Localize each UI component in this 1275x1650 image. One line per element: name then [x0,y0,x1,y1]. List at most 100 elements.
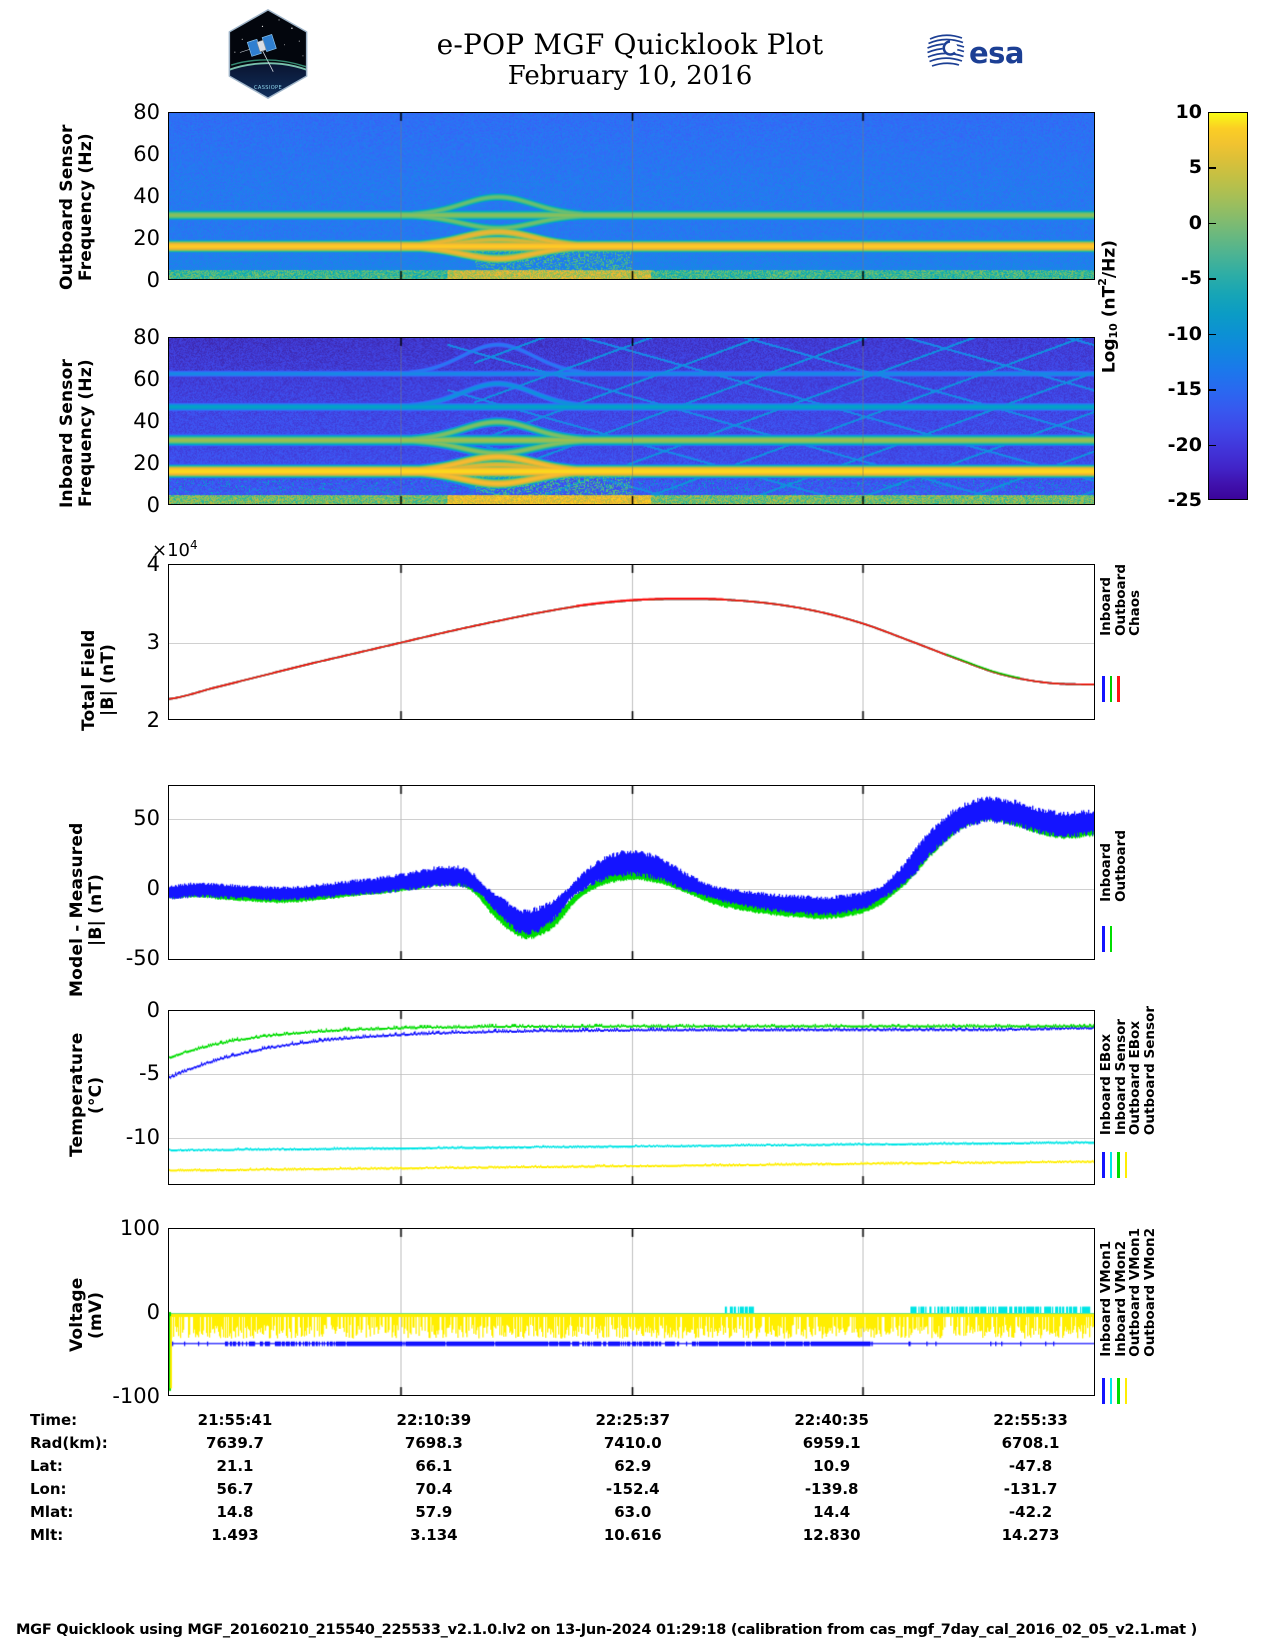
cell-time-0: 21:55:41 [197,1410,273,1429]
legend-name: Outboard Sensor [1141,1006,1158,1136]
ytick: 40 [133,409,160,433]
legend-swatch-inboard [1102,926,1105,952]
temperature-legend: Inboard EBox Inboard Sensor Outboard EBo… [1098,1006,1176,1186]
outboard-yticks: 80 60 40 20 0 [104,100,160,292]
cell-mlat-4: -42.2 [1008,1502,1053,1521]
legend-swatch-inboard-vmon1 [1102,1378,1105,1404]
cell-rad-1: 7698.3 [404,1433,463,1452]
voltage-panel[interactable] [168,1228,1095,1396]
legend-name: Inboard EBox [1098,1033,1114,1136]
cell-mlt-1: 3.134 [410,1525,458,1544]
row-label: Time: [30,1410,78,1429]
cell-time-4: 22:55:33 [993,1410,1068,1429]
model-measured-yticks: 50 0 -50 [104,785,160,970]
outboard-spectrogram-image [169,113,1094,279]
row-label: Mlat: [30,1502,74,1521]
legend-swatch-chaos [1117,676,1120,702]
ytick: 2 [146,708,160,732]
esa-wordmark: esa [969,36,1024,70]
outboard-spectrogram-ylabel: Outboard Sensor Frequency (Hz) [57,124,97,290]
legend-swatch-inboard-ebox [1102,1152,1105,1178]
legend-name: Inboard Sensor [1112,1018,1129,1136]
row-label: Mlt: [30,1525,64,1544]
cell-mlt-0: 1.493 [211,1525,259,1544]
cell-mlt-4: 14.273 [1001,1525,1060,1544]
legend-name: Chaos [1127,589,1143,636]
total-field-ylabel: Total Field |B| (nT) [79,629,119,731]
colorbar-tick-mark [1208,333,1216,336]
inboard-spectrogram-panel[interactable] [168,337,1095,505]
legend-swatch-outboard-ebox [1117,1152,1120,1178]
colorbar-tick: 0 [1188,211,1202,234]
legend-names: Inboard EBox Inboard Sensor Outboard EBo… [1098,1006,1158,1136]
model-measured-lines [169,786,1094,959]
table-row-mlt: Mlt: 1.493 3.134 10.616 12.830 14.273 [30,1523,1130,1546]
legend-name: Outboard VMon1 [1127,1228,1143,1357]
total-field-exponent: ×104 [152,538,198,561]
table-row-rad: Rad(km): 7639.7 7698.3 7410.0 6959.1 670… [30,1431,1130,1454]
legend-swatch-outboard-vmon1 [1117,1378,1120,1404]
legend-name: Outboard EBox [1127,1020,1143,1136]
total-field-lines [169,565,1094,719]
voltage-legend: Inboard VMon1 Inboard VMon2 Outboard VMo… [1098,1228,1176,1408]
inboard-spectrogram-image [169,338,1094,504]
cell-lat-1: 66.1 [415,1456,453,1475]
cell-time-3: 22:40:35 [794,1410,869,1429]
voltage-yticks: 100 0 -100 [104,1216,160,1408]
legend-swatches [1102,1152,1127,1178]
outboard-spectrogram-panel[interactable] [168,112,1095,280]
colorbar-tick-mark [1208,389,1216,391]
temperature-panel[interactable] [168,1010,1095,1185]
colorbar-tick-mark [1208,167,1216,170]
title-block: e-POP MGF Quicklook Plot February 10, 20… [300,28,960,92]
legend-swatches [1102,926,1112,952]
colorbar-tick: 5 [1188,156,1202,179]
legend-swatch-outboard-sensor [1124,1152,1127,1178]
ytick: 3 [146,630,160,654]
legend-swatch-inboard-sensor [1109,1152,1112,1178]
cell-mlat-3: 14.4 [813,1502,851,1521]
cell-time-2: 22:25:37 [595,1410,671,1429]
ytick: 80 [133,100,160,124]
colorbar-tick: 10 [1175,101,1202,123]
colorbar-tick: -15 [1167,378,1202,401]
cell-lon-1: 70.4 [415,1479,453,1498]
ytick: 20 [133,226,160,250]
legend-swatch-outboard-vmon2 [1124,1378,1127,1404]
legend-name: Outboard [1112,564,1129,636]
ytick: 60 [133,142,160,166]
table-row-lon: Lon: 56.7 70.4 -152.4 -139.8 -131.7 [30,1477,1130,1500]
colorbar-label: Log10 (nT2/Hz) [1096,240,1121,374]
cell-mlt-3: 12.830 [802,1525,861,1544]
colorbar-tick: -10 [1167,322,1202,345]
legend-swatches [1102,676,1120,702]
colorbar-ticks: 10 5 0 -5 -10 -15 -20 -25 [1150,101,1206,511]
ytick: 80 [133,325,160,349]
model-measured-ylabel: Model - Measured |B| (nT) [67,822,107,998]
total-field-panel[interactable] [168,564,1095,720]
ytick: -10 [125,1125,160,1149]
ytick: 0 [146,876,160,900]
cell-rad-0: 7639.7 [206,1433,264,1452]
legend-name: Outboard [1112,830,1129,902]
legend-name: Inboard VMon2 [1112,1240,1129,1357]
ytick: 0 [146,493,160,517]
model-measured-panel[interactable] [168,785,1095,960]
cell-lon-2: -152.4 [605,1479,660,1498]
colorbar-tick: -5 [1180,267,1202,290]
ytick: 100 [119,1216,160,1240]
legend-names: Inboard VMon1 Inboard VMon2 Outboard VMo… [1098,1228,1158,1357]
table-row-lat: Lat: 21.1 66.1 62.9 10.9 -47.8 [30,1454,1130,1477]
cassiope-satellite-logo: CASSIOPE [228,8,308,100]
colorbar [1208,112,1248,500]
legend-name: Outboard VMon2 [1141,1228,1158,1357]
cell-mlat-1: 57.9 [415,1502,453,1521]
cell-lat-3: 10.9 [813,1456,851,1475]
ytick: 40 [133,184,160,208]
legend-name: Inboard VMon1 [1098,1240,1114,1357]
inboard-spectrogram-ylabel: Inboard Sensor Frequency (Hz) [57,358,97,508]
ytick: 0 [146,998,160,1022]
colorbar-tick-mark [1208,222,1216,225]
table-row-mlat: Mlat: 14.8 57.9 63.0 14.4 -42.2 [30,1500,1130,1523]
